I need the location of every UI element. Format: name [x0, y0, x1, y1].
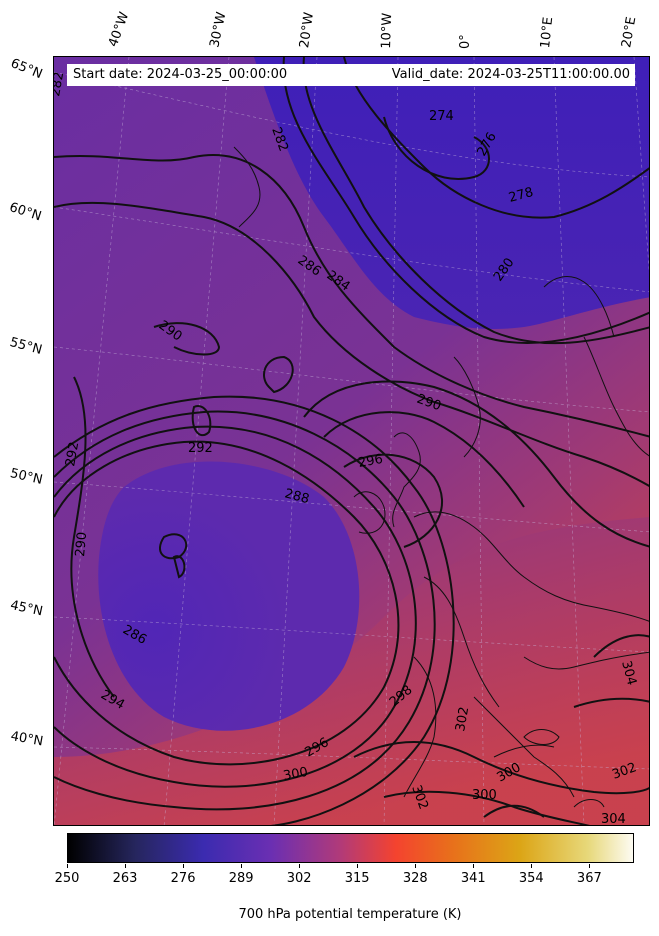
colorbar-tick: [299, 864, 301, 868]
lat-label-50n: 50°N: [8, 466, 44, 488]
colorbar-tick: [241, 864, 243, 868]
lon-label-40w: 40°W: [105, 10, 133, 49]
lat-label-65n: 65°N: [8, 56, 45, 83]
colorbar-tick: [531, 864, 533, 868]
contour-label: 300: [282, 765, 309, 784]
warm-region: [54, 517, 649, 825]
colorbar-tick: [415, 864, 417, 868]
colorbar-tick: [125, 864, 127, 868]
lon-label-20w: 20°W: [297, 11, 317, 49]
contour-label: 304: [618, 659, 639, 687]
colorbar-title: 700 hPa potential temperature (K): [238, 907, 462, 922]
colorbar-tick: [589, 864, 591, 868]
colorbar-tick-label: 315: [344, 871, 370, 886]
lat-label-40n: 40°N: [9, 729, 45, 750]
contour-label: 290: [73, 531, 90, 557]
map-panel[interactable]: 282 282 274 276 278 280 286 284 290 290 …: [53, 56, 650, 826]
date-header: Start date: 2024-03-25_00:00:00 Valid_da…: [67, 64, 635, 86]
lat-label-55n: 55°N: [8, 335, 44, 358]
lon-label-20e: 20°E: [619, 15, 640, 49]
colorbar-tick-label: 289: [228, 871, 254, 886]
colorbar-tick-label: 341: [460, 871, 486, 886]
lat-label-60n: 60°N: [7, 200, 44, 225]
colorbar-tick-label: 328: [402, 871, 428, 886]
coastlines: [233, 146, 649, 808]
contour-label: 288: [283, 486, 311, 507]
cold-north-region: [254, 57, 649, 329]
start-date-label: Start date: 2024-03-25_00:00:00: [73, 67, 288, 82]
potential-temperature-map: 282 282 274 276 278 280 286 284 290 290 …: [54, 57, 649, 826]
colorbar-tick-label: 367: [576, 871, 602, 886]
valid-date-label: Valid_date: 2024-03-25T11:00:00.00: [391, 67, 630, 82]
colorbar-tick: [183, 864, 185, 868]
contour-label: 292: [188, 441, 213, 456]
contour-label: 292: [63, 441, 82, 468]
colorbar-tick-label: 250: [54, 871, 80, 886]
colorbar-tick: [67, 864, 68, 868]
contour-label: 304: [601, 812, 626, 826]
contour-lines: [54, 57, 649, 825]
lon-label-0: 0°: [458, 34, 473, 49]
lon-label-30w: 30°W: [207, 10, 230, 49]
contour-label: 282: [54, 71, 67, 98]
contour-label: 300: [472, 788, 497, 803]
colorbar-tick-label: 276: [170, 871, 196, 886]
cold-low-region: [98, 461, 360, 731]
contour-label: 302: [453, 706, 472, 733]
lat-label-45n: 45°N: [8, 598, 45, 620]
contour-label: 274: [429, 109, 454, 124]
colorbar-tick-label: 302: [286, 871, 312, 886]
contour-label: 278: [507, 185, 535, 206]
colorbar-tick-label: 354: [518, 871, 544, 886]
colorbar: [67, 833, 634, 863]
colorbar-tick: [473, 864, 475, 868]
lon-label-10w: 10°W: [379, 12, 396, 49]
colorbar-tick: [357, 864, 359, 868]
lon-label-10e: 10°E: [538, 16, 557, 50]
colorbar-tick-label: 263: [112, 871, 138, 886]
contour-label: 296: [357, 452, 384, 471]
